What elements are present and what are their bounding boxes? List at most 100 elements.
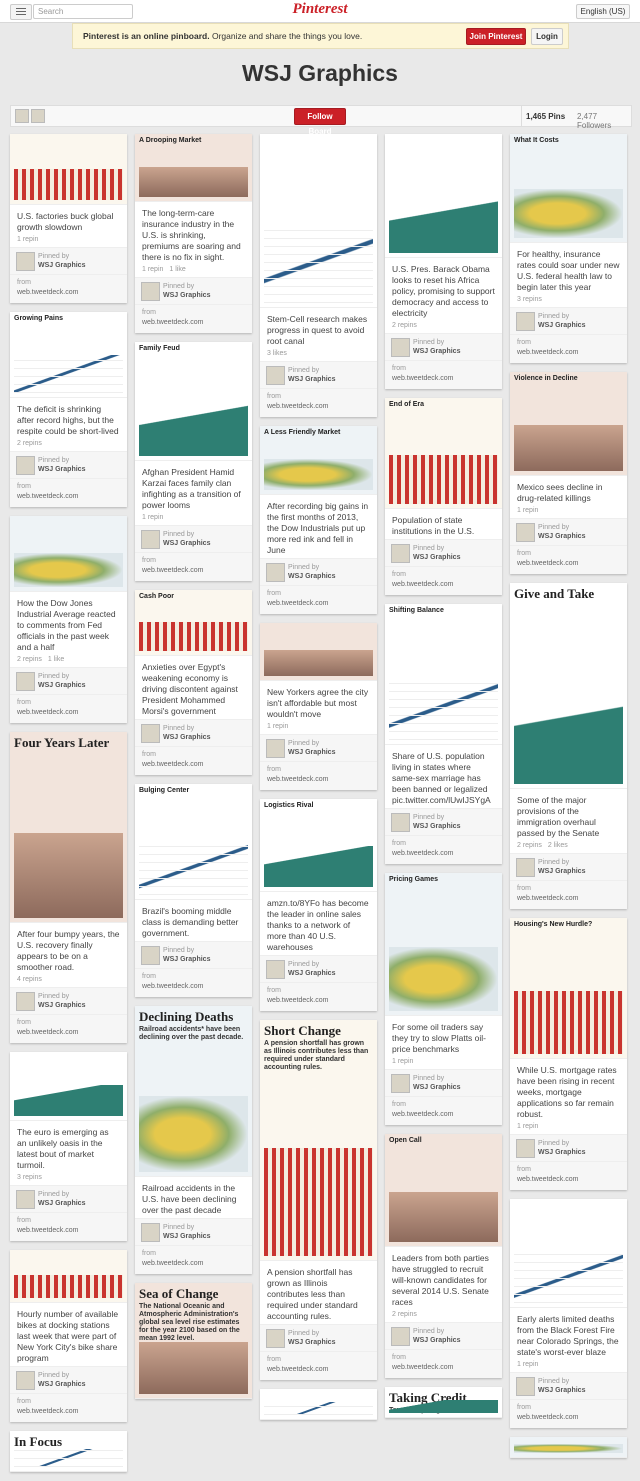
pin[interactable]: How the Dow Jones Industrial Average rea… xyxy=(10,516,127,723)
pin[interactable] xyxy=(510,1437,627,1458)
pinner-name[interactable]: WSJ Graphics xyxy=(413,823,461,830)
source-link[interactable]: web.tweetdeck.com xyxy=(392,375,454,382)
source-link[interactable]: web.tweetdeck.com xyxy=(267,600,329,607)
source-link[interactable]: web.tweetdeck.com xyxy=(392,581,454,588)
language-select[interactable]: English (US) xyxy=(576,4,630,19)
pinner-name[interactable]: WSJ Graphics xyxy=(538,322,586,329)
source-link[interactable]: web.tweetdeck.com xyxy=(17,289,79,296)
source-link[interactable]: web.tweetdeck.com xyxy=(267,776,329,783)
pin[interactable]: U.S. Pres. Barack Obama looks to reset h… xyxy=(385,134,502,389)
pin-image[interactable]: Housing's New Hurdle? xyxy=(510,918,627,1059)
pin[interactable]: New Yorkers agree the city isn't afforda… xyxy=(260,623,377,790)
login-button[interactable]: Login xyxy=(531,28,563,45)
pin-image[interactable]: Declining Deaths Railroad accidents* have… xyxy=(135,1006,252,1177)
pinner-name[interactable]: WSJ Graphics xyxy=(163,540,211,547)
source-link[interactable]: web.tweetdeck.com xyxy=(142,1260,204,1267)
pin[interactable]: Violence in Decline Mexico sees decline i… xyxy=(510,372,627,574)
pin[interactable]: Early alerts limited deaths from the Bla… xyxy=(510,1199,627,1428)
logo[interactable]: Pinterest xyxy=(292,1,348,17)
pin-image[interactable]: Growing Pains xyxy=(10,312,127,398)
source-link[interactable]: web.tweetdeck.com xyxy=(392,1364,454,1371)
pin[interactable]: Housing's New Hurdle? While U.S. mortgage… xyxy=(510,918,627,1190)
pin-image[interactable]: Open Call xyxy=(385,1134,502,1247)
pin-image[interactable] xyxy=(260,1389,377,1420)
pin-image[interactable] xyxy=(10,134,127,205)
pin-image[interactable]: Four Years Later xyxy=(10,732,127,923)
pin[interactable]: What It Costs For healthy, insurance rate… xyxy=(510,134,627,363)
source-link[interactable]: web.tweetdeck.com xyxy=(142,761,204,768)
pin-image[interactable]: Taking CreditTax rates plunged in the fi… xyxy=(385,1387,502,1418)
pinner-name[interactable]: WSJ Graphics xyxy=(38,1381,86,1388)
pin-image[interactable]: Short Change A pension shortfall has grow… xyxy=(260,1020,377,1261)
source-link[interactable]: web.tweetdeck.com xyxy=(517,895,579,902)
source-link[interactable]: web.tweetdeck.com xyxy=(517,349,579,356)
pin[interactable]: Open Call Leaders from both parties have … xyxy=(385,1134,502,1378)
pin-image[interactable]: Bulging Center xyxy=(135,784,252,900)
pin[interactable]: Bulging Center Brazil's booming middle cl… xyxy=(135,784,252,997)
source-link[interactable]: web.tweetdeck.com xyxy=(17,493,79,500)
pin[interactable]: U.S. factories buck global growth slowdo… xyxy=(10,134,127,303)
pinner-name[interactable]: WSJ Graphics xyxy=(288,749,336,756)
pinner-name[interactable]: WSJ Graphics xyxy=(38,466,86,473)
pin-image[interactable]: End of Era xyxy=(385,398,502,509)
pinner-name[interactable]: WSJ Graphics xyxy=(413,554,461,561)
pinner-name[interactable]: WSJ Graphics xyxy=(538,1149,586,1156)
pin-image[interactable]: In Focus xyxy=(10,1431,127,1472)
source-link[interactable]: web.tweetdeck.com xyxy=(17,1029,79,1036)
pin[interactable]: Shifting Balance Share of U.S. population… xyxy=(385,604,502,864)
pin[interactable]: Short Change A pension shortfall has grow… xyxy=(260,1020,377,1380)
pin-image[interactable]: Sea of Change The National Oceanic and At… xyxy=(135,1283,252,1399)
pin-count[interactable]: 1,465 Pins xyxy=(526,112,566,121)
follow-button[interactable]: Follow Board xyxy=(294,108,346,136)
pinner-name[interactable]: WSJ Graphics xyxy=(163,1233,211,1240)
pin-image[interactable] xyxy=(510,1437,627,1458)
pinner-name[interactable]: WSJ Graphics xyxy=(38,1200,86,1207)
menu-button[interactable] xyxy=(10,4,32,20)
source-link[interactable]: web.tweetdeck.com xyxy=(267,1366,329,1373)
source-link[interactable]: web.tweetdeck.com xyxy=(17,1227,79,1234)
pin-image[interactable]: Logistics Rival xyxy=(260,799,377,892)
pin-image[interactable] xyxy=(10,1052,127,1121)
pin-image[interactable] xyxy=(10,1250,127,1303)
pin[interactable]: Pricing Games For some oil traders say th… xyxy=(385,873,502,1125)
pinner-name[interactable]: WSJ Graphics xyxy=(413,1084,461,1091)
pin-image[interactable] xyxy=(10,516,127,592)
pin-image[interactable] xyxy=(260,134,377,308)
pinner-name[interactable]: WSJ Graphics xyxy=(538,1387,586,1394)
pin-image[interactable] xyxy=(510,1199,627,1308)
follower-count[interactable]: 2,477 Followers xyxy=(577,112,612,130)
pin[interactable]: Cash Poor Anxieties over Egypt's weakenin… xyxy=(135,590,252,775)
pin[interactable]: The euro is emerging as an unlikely oasi… xyxy=(10,1052,127,1241)
pinner-name[interactable]: WSJ Graphics xyxy=(163,734,211,741)
pin-image[interactable]: Pricing Games xyxy=(385,873,502,1016)
pinner-name[interactable]: WSJ Graphics xyxy=(538,533,586,540)
pinner-name[interactable]: WSJ Graphics xyxy=(38,1002,86,1009)
pinner-name[interactable]: WSJ Graphics xyxy=(538,868,586,875)
pin[interactable]: Give and Take Some of the major provision… xyxy=(510,583,627,909)
pin[interactable]: Hourly number of available bikes at dock… xyxy=(10,1250,127,1422)
pin[interactable]: Four Years Later After four bumpy years, … xyxy=(10,732,127,1043)
pin[interactable]: Logistics Rival amzn.to/8YFo has become t… xyxy=(260,799,377,1011)
pin[interactable]: Growing Pains The deficit is shrinking af… xyxy=(10,312,127,507)
pin[interactable]: End of Era Population of state institutio… xyxy=(385,398,502,595)
source-link[interactable]: web.tweetdeck.com xyxy=(17,1408,79,1415)
source-link[interactable]: web.tweetdeck.com xyxy=(17,709,79,716)
search-box[interactable]: Search xyxy=(33,4,133,19)
pin-image[interactable]: Cash Poor xyxy=(135,590,252,656)
source-link[interactable]: web.tweetdeck.com xyxy=(392,850,454,857)
source-link[interactable]: web.tweetdeck.com xyxy=(142,567,204,574)
pin[interactable]: A Drooping Market The long-term-care insu… xyxy=(135,134,252,333)
pinner-name[interactable]: WSJ Graphics xyxy=(38,262,86,269)
pin-image[interactable]: Family Feud xyxy=(135,342,252,461)
join-button[interactable]: Join Pinterest xyxy=(466,28,526,45)
source-link[interactable]: web.tweetdeck.com xyxy=(142,983,204,990)
pin-image[interactable] xyxy=(260,623,377,681)
source-link[interactable]: web.tweetdeck.com xyxy=(517,1414,579,1421)
pin[interactable]: Stem-Cell research makes progress in que… xyxy=(260,134,377,417)
pinner-name[interactable]: WSJ Graphics xyxy=(163,292,211,299)
pin[interactable]: Declining Deaths Railroad accidents* have… xyxy=(135,1006,252,1274)
pin[interactable]: In Focus xyxy=(10,1431,127,1472)
pin-image[interactable]: What It Costs xyxy=(510,134,627,243)
pin-image[interactable]: Shifting Balance xyxy=(385,604,502,745)
pin-image[interactable]: Give and Take xyxy=(510,583,627,789)
